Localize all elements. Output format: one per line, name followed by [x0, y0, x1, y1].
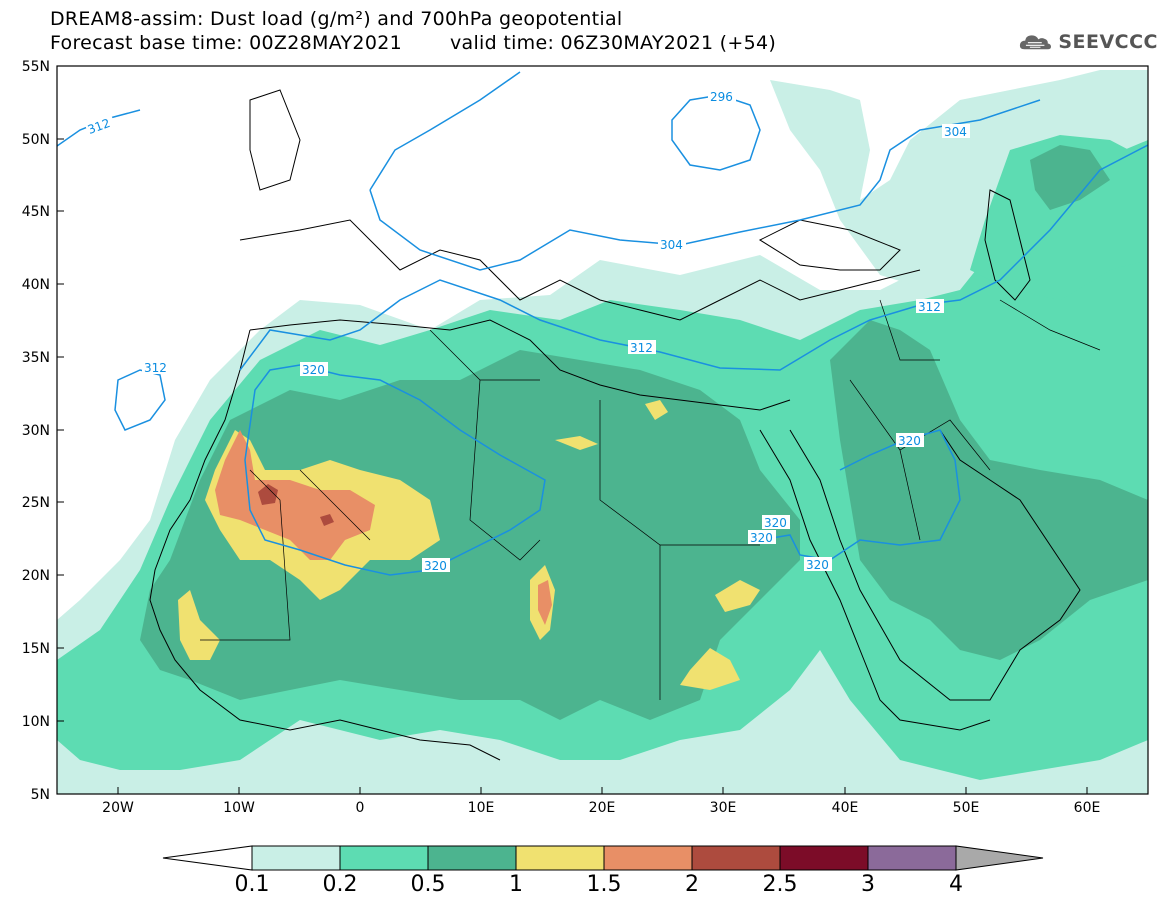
lat-labels: 55N 50N 45N 40N 35N 30N 25N 20N 15N 10N … — [22, 59, 50, 803]
lat-tick-label: 50N — [22, 132, 50, 148]
lon-tick-label: 50E — [953, 800, 980, 816]
logo-text: SEEVCCC — [1058, 31, 1158, 53]
seevccc-logo: SEEVCCC — [1018, 24, 1158, 60]
axis-ticks — [57, 65, 1088, 795]
dust-level-0.5 — [140, 350, 800, 720]
dust-level-1.5-b — [538, 580, 552, 625]
coastline-black-sea — [758, 219, 901, 271]
contour-label: 320 — [898, 434, 921, 448]
coastline-caspian — [984, 189, 1031, 301]
contour-312-med — [239, 144, 1148, 371]
colorbar-swatch — [251, 845, 341, 871]
contour-304-north — [369, 71, 521, 191]
colorbar-over-triangle — [955, 845, 1044, 871]
coastline-europe — [239, 219, 921, 321]
contour-label: 312 — [630, 341, 653, 355]
chart-subtitle: Forecast base time: 00Z28MAY2021 valid ti… — [50, 32, 776, 54]
forecast-base-time: Forecast base time: 00Z28MAY2021 — [50, 32, 402, 54]
colorbar-tick-label: 0.5 — [411, 872, 446, 897]
lon-tick-label: 10E — [468, 800, 495, 816]
contour-label: 320 — [750, 531, 773, 545]
colorbar-swatch — [515, 845, 605, 871]
lon-tick-label: 20E — [589, 800, 616, 816]
contour-label: 320 — [764, 516, 787, 530]
contour-label: 296 — [710, 90, 733, 104]
colorbar-swatch — [427, 845, 517, 871]
dust-level-1-g — [645, 400, 668, 420]
lat-tick-label: 55N — [22, 59, 50, 75]
dust-level-0.5-east — [830, 320, 1148, 660]
dust-level-0.1-north — [770, 70, 1148, 290]
dust-level-1-b — [178, 590, 220, 660]
colorbar: 0.1 0.2 0.5 1 1.5 2 2.5 3 4 — [162, 845, 1044, 897]
lon-tick-label: 40E — [832, 800, 859, 816]
lon-tick-label: 10W — [223, 800, 255, 816]
lat-tick-label: 30N — [22, 423, 50, 439]
dust-level-0.5-ne — [1030, 145, 1110, 210]
colorbar-tick-label: 4 — [949, 872, 963, 897]
coastline-north-africa — [249, 319, 791, 411]
dust-level-1-e — [715, 580, 760, 612]
dust-level-1.5 — [215, 430, 375, 560]
lat-tick-label: 20N — [22, 568, 50, 584]
colorbar-swatch — [779, 845, 869, 871]
contour-label: 312 — [144, 361, 167, 375]
contour-label: 320 — [806, 558, 829, 572]
colorbar-tick-label: 0.2 — [323, 872, 358, 897]
coastline-red-sea — [759, 429, 991, 731]
dust-level-2 — [258, 484, 278, 505]
contour-label: 320 — [424, 559, 447, 573]
cloud-icon — [1019, 35, 1051, 50]
dust-field — [57, 66, 1148, 794]
chart-title: DREAM8-assim: Dust load (g/m²) and 700hP… — [50, 8, 623, 30]
colorbar-tick-label: 0.1 — [235, 872, 270, 897]
coastline-uk — [249, 89, 301, 191]
colorbar-under-triangle — [162, 845, 253, 871]
colorbar-swatch — [867, 845, 957, 871]
colorbar-tick-label: 2 — [685, 872, 699, 897]
contour-296 — [671, 94, 761, 171]
lat-tick-label: 10N — [22, 714, 50, 730]
contour-label: 312 — [918, 300, 941, 314]
lat-tick-label: 15N — [22, 641, 50, 657]
lon-tick-label: 60E — [1074, 800, 1101, 816]
contour-label: 320 — [302, 363, 325, 377]
coastlines — [149, 89, 1101, 761]
lon-tick-label: 20W — [102, 800, 134, 816]
dust-level-2-b — [320, 514, 334, 526]
contour-label: 304 — [944, 125, 967, 139]
colorbar-swatch — [339, 845, 429, 871]
lat-tick-label: 5N — [31, 787, 50, 803]
colorbar-swatch — [603, 845, 693, 871]
contour-304-europe — [369, 99, 1041, 271]
colorbar-tick-label: 2.5 — [763, 872, 798, 897]
colorbar-tick-label: 3 — [861, 872, 875, 897]
colorbar-swatch — [691, 845, 781, 871]
lon-tick-label: 30E — [710, 800, 737, 816]
lat-tick-label: 35N — [22, 350, 50, 366]
contour-label: 304 — [660, 238, 683, 252]
colorbar-tick-label: 1.5 — [587, 872, 622, 897]
colorbar-tick-label: 1 — [509, 872, 523, 897]
lon-labels: 20W 10W 0 10E 20E 30E 40E 50E 60E — [102, 800, 1100, 816]
lat-tick-label: 40N — [22, 277, 50, 293]
coastline-arabia — [789, 429, 1081, 701]
lon-tick-label: 0 — [356, 800, 365, 816]
dust-level-1-d — [680, 648, 740, 690]
valid-time: valid time: 06Z30MAY2021 (+54) — [449, 32, 777, 54]
dust-level-1-f — [555, 436, 598, 450]
lat-tick-label: 45N — [22, 204, 50, 220]
coastline-west-africa — [149, 329, 501, 761]
contour-labels: 312 296 304 304 312 312 320 320 320 320 … — [84, 89, 970, 573]
lat-tick-label: 25N — [22, 495, 50, 511]
